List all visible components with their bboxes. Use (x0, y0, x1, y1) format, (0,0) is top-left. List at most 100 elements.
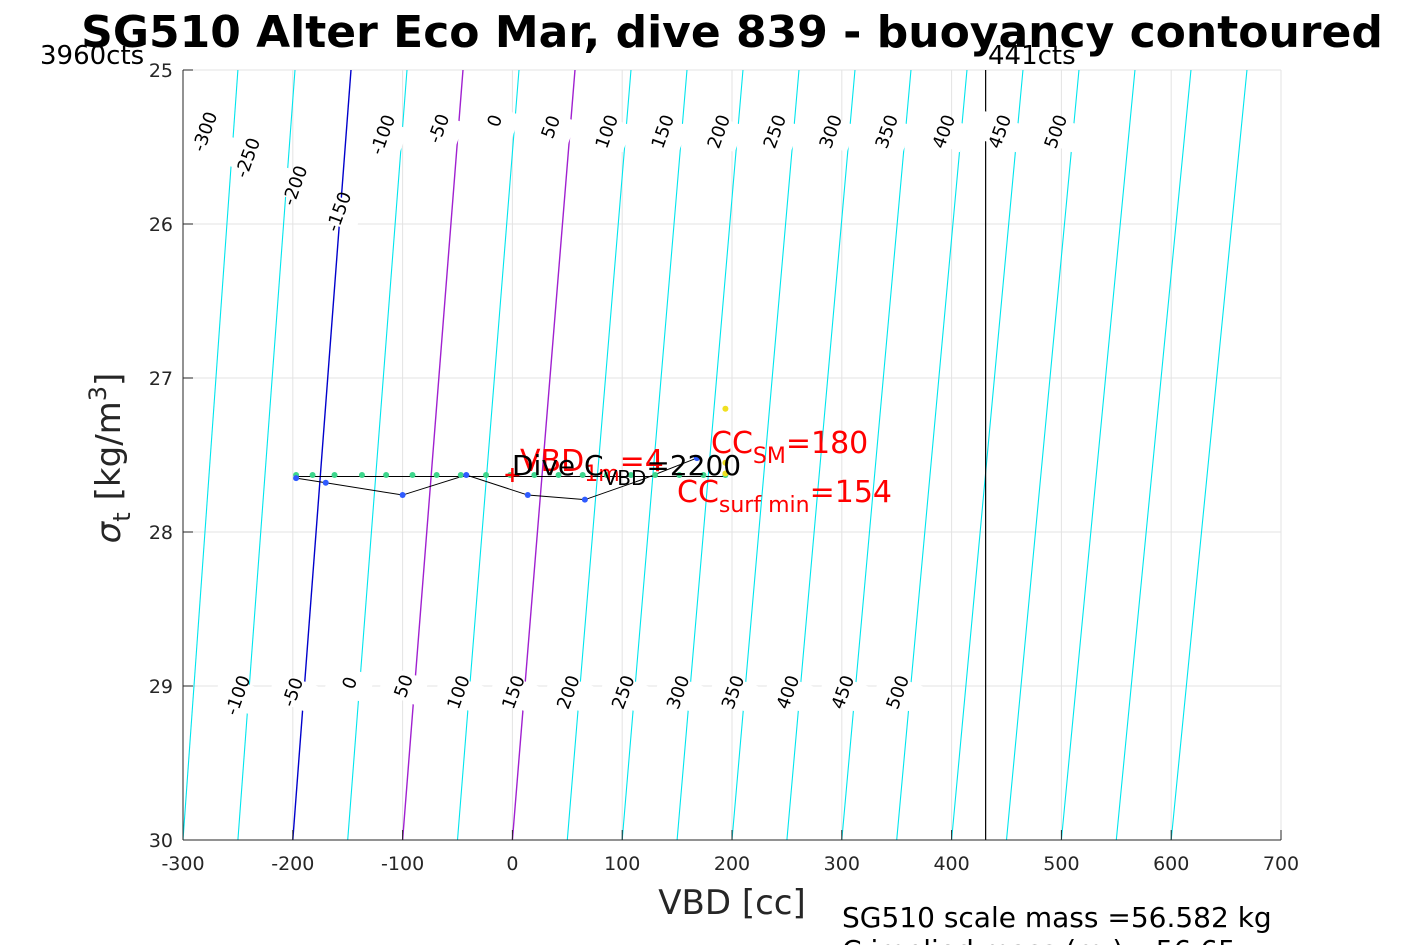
contour-line-50 (566, 70, 632, 840)
y-tick-label: 28 (149, 522, 173, 544)
contour-line--50 (456, 70, 520, 840)
contour-label-upper-bg (1030, 110, 1082, 153)
series-points-green-point (457, 472, 464, 479)
counts-right-label: 441cts (988, 41, 1076, 71)
series-points-blue-point (693, 455, 700, 462)
contour-label-lower-bg (212, 674, 264, 716)
y-axis-sub: t (108, 512, 136, 521)
contour-line--350 (183, 70, 184, 78)
contour-label-upper-bg (637, 110, 689, 153)
contour-line-300 (841, 70, 912, 840)
x-tick-label: -100 (381, 853, 424, 875)
contour-line-400 (951, 70, 1024, 840)
data-series (293, 405, 729, 503)
contour-label-upper-bg (918, 110, 970, 153)
x-tick-label: 100 (604, 853, 640, 875)
contour-label-lower-bg (872, 671, 924, 713)
series-points-green-point (383, 472, 390, 479)
y-tick-label: 30 (149, 830, 173, 852)
contour-line-150 (676, 70, 744, 840)
contour-label-upper-bg (179, 110, 231, 153)
footer-line-2: C implied mass (m ) =56.65 (842, 934, 1236, 945)
y-axis-title: σt [kg/m3] (84, 373, 136, 544)
contour-label-upper-bg (693, 110, 745, 153)
x-tick-label: -200 (271, 853, 314, 875)
contour-label-upper-bg (413, 107, 465, 150)
y-axis-unit-close: ] (89, 373, 129, 386)
contour-line-450 (1005, 70, 1080, 840)
series-points-green-point (358, 472, 365, 479)
y-tick-label: 29 (149, 676, 173, 698)
contour-label-upper-bg (805, 110, 857, 153)
svg-text:σt[kg/m3]: σt [kg/m3] (84, 373, 136, 544)
x-tick-label: 200 (714, 853, 750, 875)
series-points-blue-point (524, 492, 531, 499)
contour-label-lower-bg (433, 671, 485, 713)
contour-label-upper-bg (974, 110, 1026, 153)
contour-label-upper-bg (269, 164, 321, 207)
x-tick-label: 400 (933, 853, 969, 875)
x-tick-label: 500 (1043, 853, 1079, 875)
series-points-blue-point (399, 492, 406, 499)
y-tick-label: 27 (149, 368, 173, 390)
contour-lines (183, 70, 1248, 840)
contour-line--100 (401, 70, 464, 840)
series-points-green-point (309, 472, 316, 479)
series-points-green-point (433, 472, 440, 479)
dive-c-vbd-annotation: Dive CVBD=2200 (512, 449, 741, 490)
contour-label-upper-bg (357, 113, 409, 156)
contour-label-lower-bg (324, 662, 376, 704)
series-points-yellow-point (722, 459, 729, 466)
contour-label-upper-bg (469, 100, 521, 142)
contour-line-350 (896, 70, 968, 840)
y-axis-unit-sup: 3 (84, 386, 112, 401)
counts-left-label: 3960cts (40, 41, 144, 71)
contour-line--300 (183, 70, 239, 840)
y-tick-label: 25 (149, 60, 173, 82)
y-axis-sigma: σ (89, 520, 129, 543)
series-points-blue-point (581, 496, 588, 503)
series-points-green-point (579, 472, 586, 479)
series-points-green-point (700, 472, 707, 479)
series-points-blue-point (463, 472, 470, 479)
axis-ticks: -300 -200 -100 0 100 200 300 400 500 600 700 25 26 27… (149, 60, 1299, 875)
series-profile (296, 457, 698, 501)
contour-label-upper-bg (581, 110, 633, 153)
contour-line-0 (511, 70, 576, 840)
x-tick-label: 300 (824, 853, 860, 875)
series-points-green-point (603, 472, 610, 479)
y-tick-label: 26 (149, 214, 173, 236)
series-points-green-point (331, 472, 338, 479)
vbd-1m-annotation: VBD1m=4 (520, 444, 664, 487)
contour-label-upper-bg (861, 110, 913, 153)
y-axis-unit: [kg/m (89, 401, 129, 500)
series-points-green-point (555, 472, 562, 479)
series-points-blue-point (293, 475, 300, 482)
contour-label-lower-bg (817, 671, 869, 713)
cc-surf-min-annotation: CCsurf min=154 (677, 475, 892, 518)
contour-label-lower-bg (542, 671, 594, 713)
x-tick-label: 0 (506, 853, 518, 875)
series-points-green-point (676, 472, 683, 479)
contour-line-550 (1115, 70, 1192, 840)
contour-label-lower-bg (378, 665, 430, 707)
series-points-yellow-point (722, 470, 729, 477)
contour-line-600 (1170, 70, 1248, 840)
contour-line-200 (731, 70, 800, 840)
contour-label-upper-bg (525, 106, 577, 148)
chart-title: SG510 Alter Eco Mar, dive 839 - buoyancy… (81, 7, 1383, 58)
series-points-green-point (409, 472, 416, 479)
contour-label-lower-bg (488, 671, 539, 713)
contour-labels: -300-250-200-150-100 -50 0 50 100 150 200 250 30… (179, 100, 1082, 718)
series-points-green-point (483, 472, 490, 479)
x-tick-label: 700 (1263, 853, 1299, 875)
contour-label-lower-bg (762, 671, 814, 713)
series-points-yellow-point (722, 405, 729, 412)
contour-line-250 (786, 70, 856, 840)
series-points-green-point (627, 472, 634, 479)
contour-line--150 (347, 70, 408, 840)
series-points-green-point (531, 472, 538, 479)
contour-label-upper-bg (749, 110, 801, 153)
